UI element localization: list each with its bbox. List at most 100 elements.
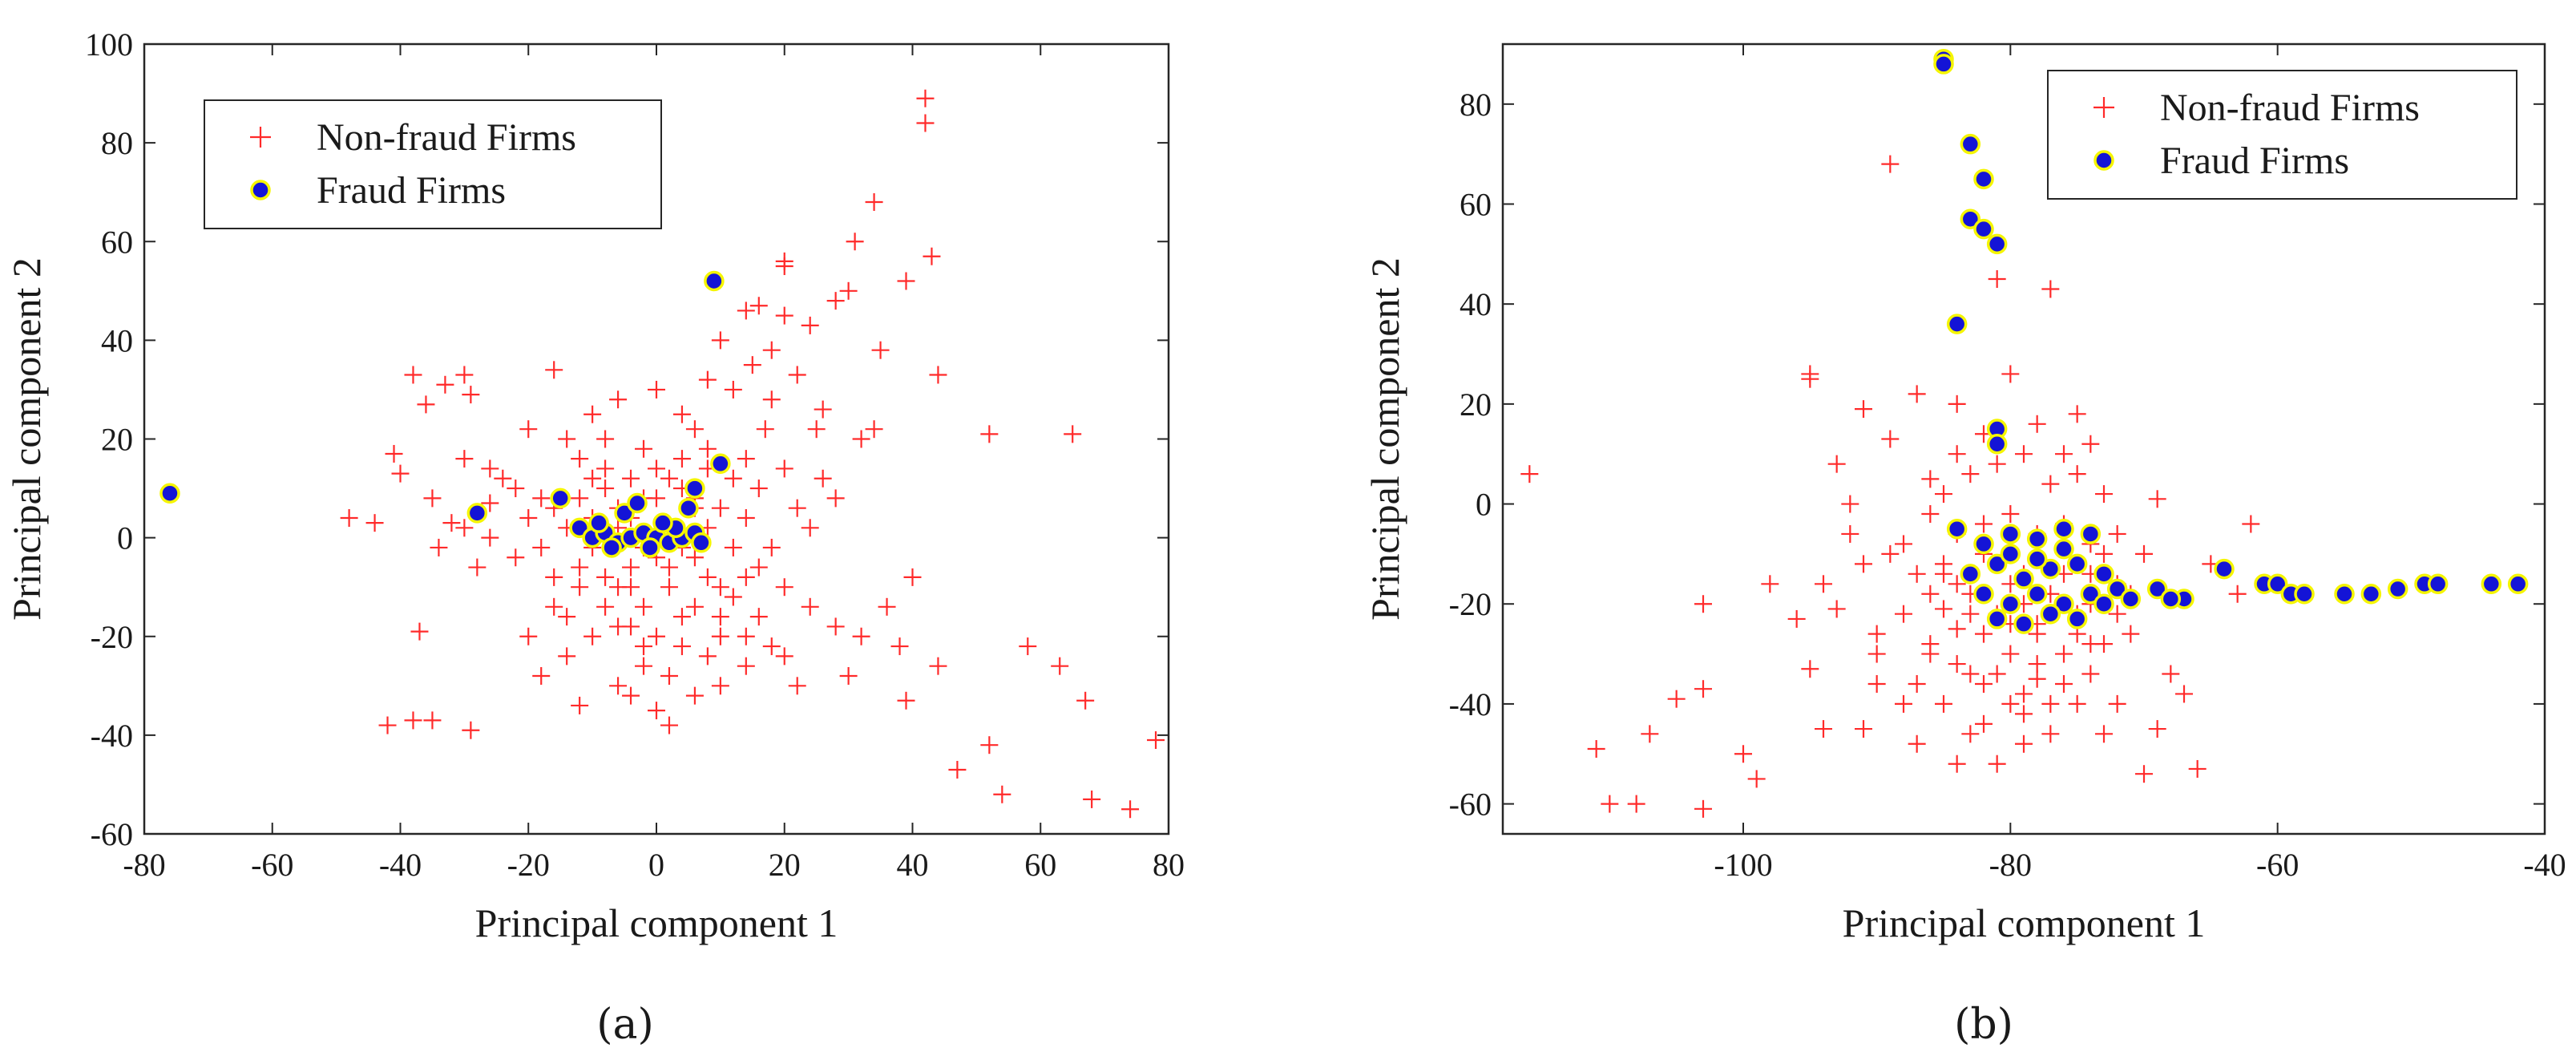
nonfraud-point-a bbox=[897, 272, 915, 290]
legend-plus-marker-a bbox=[250, 127, 271, 148]
nonfraud-point-a bbox=[878, 597, 896, 616]
nonfraud-point-a bbox=[916, 89, 935, 107]
nonfraud-point-a bbox=[596, 597, 615, 616]
nonfraud-point-b bbox=[2162, 665, 2180, 683]
nonfraud-point-b bbox=[2055, 674, 2073, 693]
panel-label-a: (a) bbox=[596, 1001, 654, 1049]
nonfraud-point-b bbox=[1975, 515, 1993, 533]
nonfraud-point-a bbox=[648, 489, 665, 508]
nonfraud-point-a bbox=[423, 711, 442, 730]
fraud-point-a bbox=[652, 512, 673, 533]
fraud-point-b bbox=[2146, 578, 2168, 600]
nonfraud-point-a bbox=[846, 233, 864, 251]
fraud-point-b bbox=[1986, 233, 2008, 255]
nonfraud-point-b bbox=[2148, 720, 2166, 738]
nonfraud-point-a bbox=[455, 366, 474, 384]
nonfraud-point-a bbox=[685, 420, 704, 439]
nonfraud-point-a bbox=[1147, 731, 1165, 750]
y-tick-label: -40 bbox=[91, 718, 133, 754]
nonfraud-point-b bbox=[2041, 475, 2060, 493]
nonfraud-point-a bbox=[622, 469, 640, 488]
nonfraud-point-a bbox=[923, 247, 941, 265]
nonfraud-point-b bbox=[1948, 394, 1966, 413]
fraud-point-b bbox=[1973, 218, 1994, 240]
nonfraud-point-b bbox=[2068, 405, 2086, 423]
fraud-point-a bbox=[601, 537, 622, 558]
nonfraud-point-b bbox=[2001, 365, 2020, 383]
nonfraud-point-b bbox=[2175, 685, 2193, 703]
nonfraud-point-a bbox=[871, 341, 890, 359]
fraud-point-b bbox=[2160, 589, 2182, 609]
nonfraud-point-a bbox=[558, 430, 576, 448]
nonfraud-point-a bbox=[737, 509, 755, 527]
nonfraud-point-b bbox=[2041, 694, 2060, 713]
nonfraud-point-a bbox=[596, 479, 615, 498]
nonfraud-point-b bbox=[1935, 555, 1952, 573]
nonfraud-point-a bbox=[775, 252, 793, 270]
fraud-point-b bbox=[1973, 533, 1994, 555]
nonfraud-point-a bbox=[711, 608, 729, 626]
fraud-point-b bbox=[1973, 584, 1994, 605]
y-tick-label: -40 bbox=[1449, 686, 1492, 722]
fraud-point-a bbox=[684, 478, 705, 499]
fraud-point-b bbox=[2427, 573, 2449, 595]
x-tick-label: -40 bbox=[2523, 847, 2566, 883]
nonfraud-point-a bbox=[596, 430, 615, 448]
nonfraud-point-b bbox=[1815, 720, 1832, 738]
nonfraud-point-a bbox=[839, 667, 858, 685]
chart-panel-a: -80 -60 -40 -20 0 20 40 60 80-60-40-200204060801… bbox=[4, 26, 1185, 1049]
ticks-group-a: -80 -60 -40 -20 0 20 40 60 80-60-40-200204060801… bbox=[85, 26, 1185, 883]
legend-marker-nonfraud-b bbox=[2094, 97, 2114, 118]
x-tick-label: 80 bbox=[1153, 847, 1185, 883]
nonfraud-point-b bbox=[2095, 544, 2113, 563]
nonfraud-point-a bbox=[494, 469, 512, 488]
nonfraud-point-b bbox=[2242, 515, 2260, 533]
nonfraud-point-a bbox=[724, 538, 742, 556]
nonfraud-point-a bbox=[865, 193, 883, 211]
y-tick-label: 80 bbox=[101, 125, 133, 161]
nonfraud-point-a bbox=[571, 450, 589, 468]
nonfraud-point-a bbox=[648, 380, 665, 399]
nonfraud-point-a bbox=[890, 637, 909, 656]
x-tick-label: 40 bbox=[897, 847, 929, 883]
nonfraud-point-a bbox=[365, 514, 384, 532]
fraud-point-b bbox=[2026, 584, 2048, 605]
nonfraud-point-b bbox=[2095, 485, 2113, 504]
nonfraud-point-a bbox=[635, 597, 653, 616]
nonfraud-point-a bbox=[596, 568, 615, 586]
fraud-point-b bbox=[2387, 578, 2408, 600]
y-tick-label: 20 bbox=[101, 422, 133, 458]
x-tick-label: 0 bbox=[648, 847, 664, 883]
y-tick-label: -20 bbox=[91, 619, 133, 655]
legend-dot-marker-b bbox=[2094, 150, 2114, 171]
nonfraud-point-b bbox=[1988, 755, 2006, 773]
x-tick-label: -20 bbox=[507, 847, 550, 883]
nonfraud-point-a bbox=[788, 366, 806, 384]
nonfraud-point-a bbox=[737, 568, 755, 586]
nonfraud-point-a bbox=[1076, 691, 1095, 710]
nonfraud-point-b bbox=[2015, 705, 2033, 723]
fraud-point-b bbox=[2360, 584, 2382, 605]
nonfraud-point-b bbox=[1921, 635, 1940, 653]
nonfraud-point-a bbox=[571, 558, 589, 577]
nonfraud-point-b bbox=[1948, 445, 1966, 463]
nonfraud-point-a bbox=[762, 637, 781, 656]
legend-marker-nonfraud-a bbox=[250, 127, 271, 148]
nonfraud-point-b bbox=[1961, 665, 1980, 683]
fraud-point-b bbox=[1986, 609, 2008, 629]
ticks-group-b: -100 -80 -60 -40 -60 -40 -20 0 20 40 60 80 bbox=[1449, 44, 2566, 883]
fraud-point-a bbox=[678, 497, 699, 519]
nonfraud-point-a bbox=[507, 479, 525, 498]
nonfraud-point-a bbox=[801, 597, 819, 616]
nonfraud-point-a bbox=[743, 356, 761, 374]
nonfraud-point-b bbox=[1881, 430, 1900, 448]
nonfraud-point-a bbox=[532, 667, 551, 685]
nonfraud-point-b bbox=[1935, 485, 1952, 504]
x-tick-label: 20 bbox=[769, 847, 801, 883]
legend-label-fraud-a: Fraud Firms bbox=[317, 169, 506, 212]
nonfraud-point-a bbox=[814, 400, 832, 419]
fraud-point-b bbox=[2106, 578, 2128, 600]
nonfraud-point-a bbox=[672, 405, 691, 423]
y-tick-label: 40 bbox=[1460, 286, 1492, 322]
legend-label-fraud-b: Fraud Firms bbox=[2160, 140, 2349, 182]
